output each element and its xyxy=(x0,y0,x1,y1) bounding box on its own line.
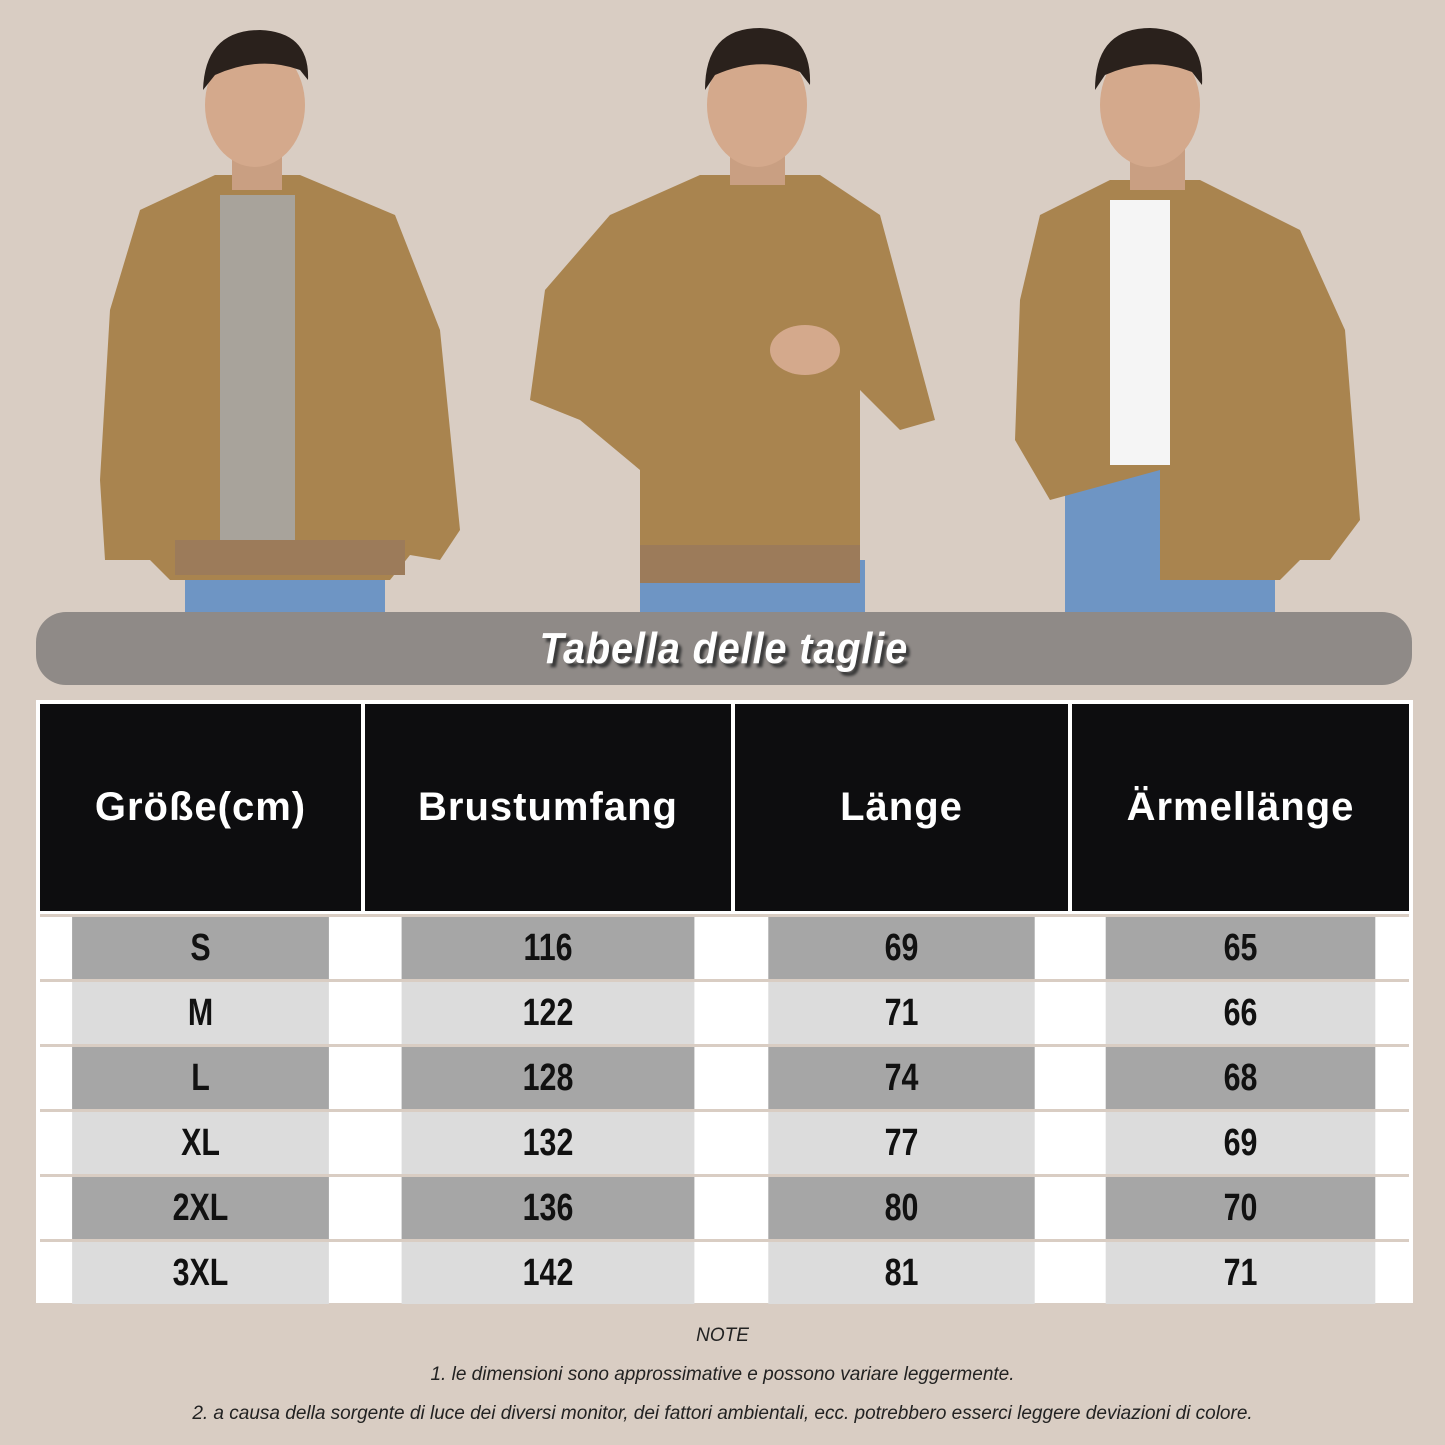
header-length: Länge xyxy=(735,704,1068,911)
table-row: S 116 69 65 xyxy=(40,914,1409,979)
cell-sleeve: 66 xyxy=(1105,982,1376,1044)
cell-length: 80 xyxy=(768,1177,1035,1239)
cell-length: 81 xyxy=(768,1242,1035,1304)
table-row: M 122 71 66 xyxy=(40,979,1409,1044)
table-header-row: Größe(cm) Brustumfang Länge Ärmellänge xyxy=(40,704,1409,911)
cell-size: M xyxy=(72,982,329,1044)
header-size: Größe(cm) xyxy=(40,704,361,911)
cell-length: 74 xyxy=(768,1047,1035,1109)
header-sleeve: Ärmellänge xyxy=(1072,704,1409,911)
cell-chest: 116 xyxy=(401,917,695,979)
cell-sleeve: 65 xyxy=(1105,917,1376,979)
cell-size: 2XL xyxy=(72,1177,329,1239)
size-table: Größe(cm) Brustumfang Länge Ärmellänge S… xyxy=(36,700,1413,1304)
header-chest: Brustumfang xyxy=(365,704,731,911)
model-photos xyxy=(0,0,1445,612)
cell-chest: 132 xyxy=(401,1112,695,1174)
table-row: 3XL 142 81 71 xyxy=(40,1239,1409,1304)
cell-size: XL xyxy=(72,1112,329,1174)
model-photo-right xyxy=(1015,28,1360,612)
model-photo-center xyxy=(530,28,935,612)
note-line-2: 2. a causa della sorgente di luce dei di… xyxy=(192,1403,1253,1424)
cell-size: S xyxy=(72,917,329,979)
title-banner: Tabella delle taglie xyxy=(36,612,1412,685)
table-row: XL 132 77 69 xyxy=(40,1109,1409,1174)
notes-heading: NOTE xyxy=(696,1325,749,1346)
cell-sleeve: 68 xyxy=(1105,1047,1376,1109)
cell-length: 71 xyxy=(768,982,1035,1044)
page-title: Tabella delle taglie xyxy=(539,623,909,673)
model-photo-left xyxy=(100,30,460,612)
note-line-1: 1. le dimensioni sono approssimative e p… xyxy=(430,1364,1015,1385)
cell-chest: 128 xyxy=(401,1047,695,1109)
cell-sleeve: 71 xyxy=(1105,1242,1376,1304)
table-row: L 128 74 68 xyxy=(40,1044,1409,1109)
cell-chest: 122 xyxy=(401,982,695,1044)
cell-sleeve: 70 xyxy=(1105,1177,1376,1239)
jacket-model-images xyxy=(100,28,1360,612)
cell-size: 3XL xyxy=(72,1242,329,1304)
cell-chest: 136 xyxy=(401,1177,695,1239)
cell-length: 69 xyxy=(768,917,1035,979)
cell-sleeve: 69 xyxy=(1105,1112,1376,1174)
cell-chest: 142 xyxy=(401,1242,695,1304)
cell-length: 77 xyxy=(768,1112,1035,1174)
cell-size: L xyxy=(72,1047,329,1109)
table-row: 2XL 136 80 70 xyxy=(40,1174,1409,1239)
